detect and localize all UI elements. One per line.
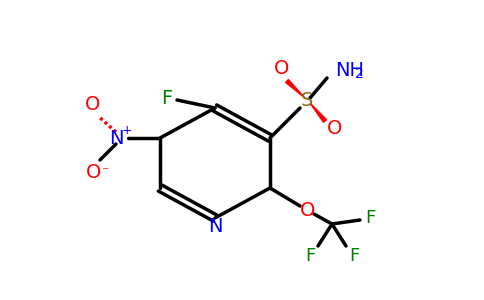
- Text: F: F: [349, 247, 359, 265]
- Text: O: O: [327, 119, 343, 139]
- Polygon shape: [310, 103, 327, 122]
- Text: O: O: [300, 202, 316, 220]
- Text: +: +: [121, 124, 132, 136]
- Text: O: O: [274, 59, 290, 79]
- Text: N: N: [208, 217, 222, 236]
- Text: S: S: [301, 92, 313, 110]
- Text: F: F: [161, 88, 173, 107]
- Text: O: O: [85, 94, 101, 113]
- Text: 2: 2: [355, 67, 364, 81]
- Text: N: N: [109, 128, 123, 148]
- Text: O: O: [86, 163, 102, 182]
- Text: ⁻: ⁻: [101, 165, 109, 179]
- Polygon shape: [286, 80, 305, 98]
- Text: NH: NH: [335, 61, 364, 80]
- Text: F: F: [305, 247, 315, 265]
- Text: F: F: [365, 209, 375, 227]
